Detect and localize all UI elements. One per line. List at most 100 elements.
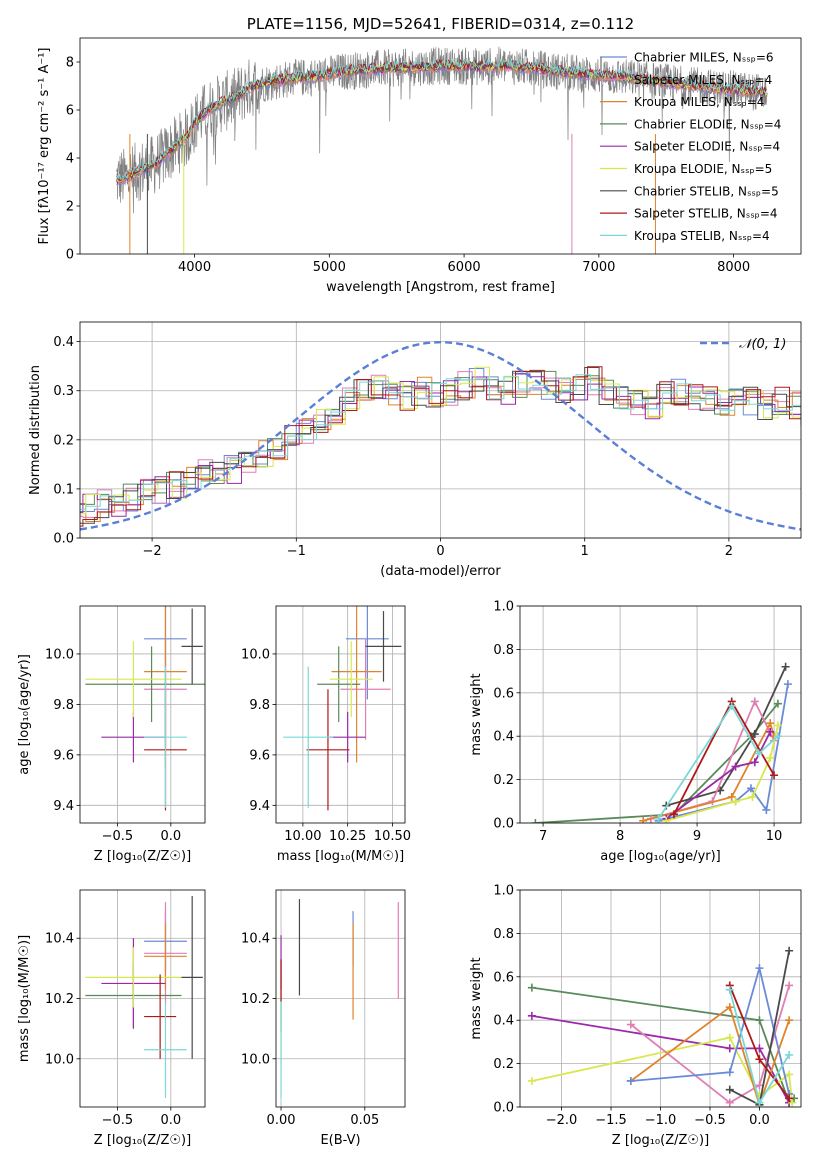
y-tick-label: 4 [66, 152, 74, 167]
histogram-chabrier_stelib [80, 367, 801, 524]
y-tick-label: 0.6 [493, 686, 514, 701]
y-axis-label: age [log₁₀(age/yr)] [17, 654, 32, 775]
weight-point-salpeter_elodie [527, 1011, 536, 1020]
x-tick-label: 4000 [178, 260, 211, 275]
legend-label: Kroupa STELIB, Nₛₛₚ=4 [634, 229, 770, 243]
weight-point-salpeter_stelib [770, 771, 779, 780]
y-tick-label: 1.0 [493, 600, 514, 615]
x-axis-label: mass [log₁₀(M/M☉)] [277, 849, 404, 864]
weight-point-kroupa_stelib [754, 749, 763, 758]
weight-point-chabrier_stelib [785, 946, 794, 955]
weight-point-kroupa_elodie [766, 753, 775, 762]
legend-label: Chabrier MILES, Nₛₛₚ=6 [634, 51, 774, 65]
x-tick-label: 2 [725, 544, 733, 559]
age_vs_z-plot-area [85, 606, 205, 811]
weight-point-chabrier_miles [783, 680, 792, 689]
y-tick-label: 10.0 [241, 647, 270, 662]
y-tick-label: 0.3 [53, 384, 74, 399]
y-tick-label: 10.2 [45, 992, 74, 1007]
x-tick-label: 7000 [582, 260, 615, 275]
x-tick-label: −2 [143, 544, 162, 559]
y-tick-label: 0.2 [53, 433, 74, 448]
y-tick-label: 9.4 [249, 799, 270, 814]
y-tick-label: 0.2 [493, 773, 514, 788]
y-tick-label: 9.8 [53, 698, 74, 713]
weight-point-salpeter_elodie [750, 758, 759, 767]
mass_vs_ebv-plot-area [280, 899, 399, 1098]
weight-point-kroupa_stelib [727, 701, 736, 710]
x-tick-label: 1 [581, 544, 589, 559]
y-tick-label: 9.4 [53, 799, 74, 814]
x-tick-label: −1 [287, 544, 306, 559]
x-tick-label: −0.5 [694, 1113, 726, 1128]
weight-line-salpeter_miles [630, 985, 790, 1104]
weight-point-salpeter_elodie [755, 1044, 764, 1053]
x-axis-label: wavelength [Angstrom, rest frame] [326, 280, 555, 295]
x-tick-label: 9 [693, 829, 701, 844]
y-tick-label: 10.2 [241, 992, 270, 1007]
x-tick-label: −1.0 [645, 1113, 677, 1128]
weight-point-kroupa_miles [639, 816, 648, 823]
axes-frame-mass_vs_ebv: 0.00 0.05 10.0 10.2 10.4 E(B-V) [241, 889, 406, 1148]
legend-label: 𝒩(0, 1) [739, 337, 786, 352]
axes-residuals [80, 322, 801, 539]
x-tick-label: 0.05 [350, 1113, 379, 1128]
weight-point-kroupa_stelib [755, 1098, 764, 1107]
axes-frame-weight_vs_age: 7 8 9 10 0.0 0.2 0.4 0.6 0.8 1.0 age [log₁₀(age/yr… [469, 600, 802, 864]
axes-frame-mass_vs_z: −0.5 0.0 10.0 10.2 10.4 Z [log₁₀(Z/Z☉)] mass [… [17, 889, 206, 1148]
x-tick-label: 10.00 [284, 829, 321, 844]
age_vs_mass-plot-area [283, 606, 402, 811]
weight-line-kroupa_elodie [531, 1036, 793, 1103]
residuals-plot-area [80, 340, 801, 531]
histogram-chabrier_miles [80, 368, 801, 517]
x-tick-label: −0.5 [102, 1113, 134, 1128]
weight-point-chabrier_elodie [527, 983, 536, 992]
weight-line-kroupa_miles [642, 720, 775, 822]
y-tick-label: 0.6 [493, 970, 514, 985]
x-axis-label: age [log₁₀(age/yr)] [600, 849, 721, 864]
weight-point-chabrier_stelib [750, 730, 759, 739]
x-tick-label: 8000 [717, 260, 750, 275]
weight-point-salpeter_miles [785, 981, 794, 990]
x-tick-label: 10.25 [329, 829, 366, 844]
x-tick-label: −1.5 [595, 1113, 627, 1128]
y-tick-label: 10.0 [45, 1052, 74, 1067]
y-axis-label: mass weight [469, 957, 484, 1039]
x-axis-label: Z [log₁₀(Z/Z☉)] [94, 1133, 191, 1148]
weight-point-chabrier_miles [755, 964, 764, 973]
weight-point-chabrier_stelib [725, 1085, 734, 1094]
weight-point-salpeter_stelib [755, 1055, 764, 1064]
x-tick-label: 8 [616, 829, 624, 844]
normal-distribution-curve [80, 340, 801, 531]
y-tick-label: 9.8 [249, 698, 270, 713]
x-tick-label: 10 [766, 829, 783, 844]
y-tick-label: 1.0 [493, 884, 514, 899]
mass_vs_z-plot-area [85, 896, 203, 1098]
weight-point-salpeter_miles [626, 1020, 635, 1029]
axes-frame-age_vs_mass: 10.00 10.25 10.50 9.4 9.6 9.8 10.0 mass [log₁₀(… [241, 605, 411, 864]
legend-label: Chabrier STELIB, Nₛₛₚ=5 [634, 184, 779, 198]
y-tick-label: 0.0 [493, 817, 514, 832]
axes-mass_vs_ebv [276, 890, 405, 1107]
y-tick-label: 0 [66, 248, 74, 263]
y-tick-label: 0.4 [53, 335, 74, 350]
y-tick-label: 10.0 [45, 647, 74, 662]
legend-label: Salpeter MILES, Nₛₛₚ=4 [634, 73, 772, 87]
weight-point-chabrier_miles [746, 784, 755, 793]
y-axis-label: Normed distribution [28, 365, 43, 495]
legend-label: Chabrier ELODIE, Nₛₛₚ=4 [634, 117, 781, 131]
weight-point-salpeter_stelib [669, 810, 678, 819]
weight-point-kroupa_elodie [662, 816, 671, 823]
x-tick-label: 0 [436, 544, 444, 559]
weight-point-kroupa_miles [727, 792, 736, 801]
y-tick-label: 10.4 [241, 932, 270, 947]
weight-point-salpeter_stelib [785, 1094, 794, 1103]
x-tick-label: 10.50 [374, 829, 411, 844]
y-axis-label: mass [log₁₀(M/M☉)] [17, 935, 32, 1062]
x-axis-label: (data-model)/error [380, 564, 501, 579]
x-tick-label: 6000 [448, 260, 481, 275]
histogram-kroupa_stelib [80, 374, 801, 510]
y-tick-label: 0.4 [493, 730, 514, 745]
weight_vs_age-plot-area [531, 662, 792, 823]
